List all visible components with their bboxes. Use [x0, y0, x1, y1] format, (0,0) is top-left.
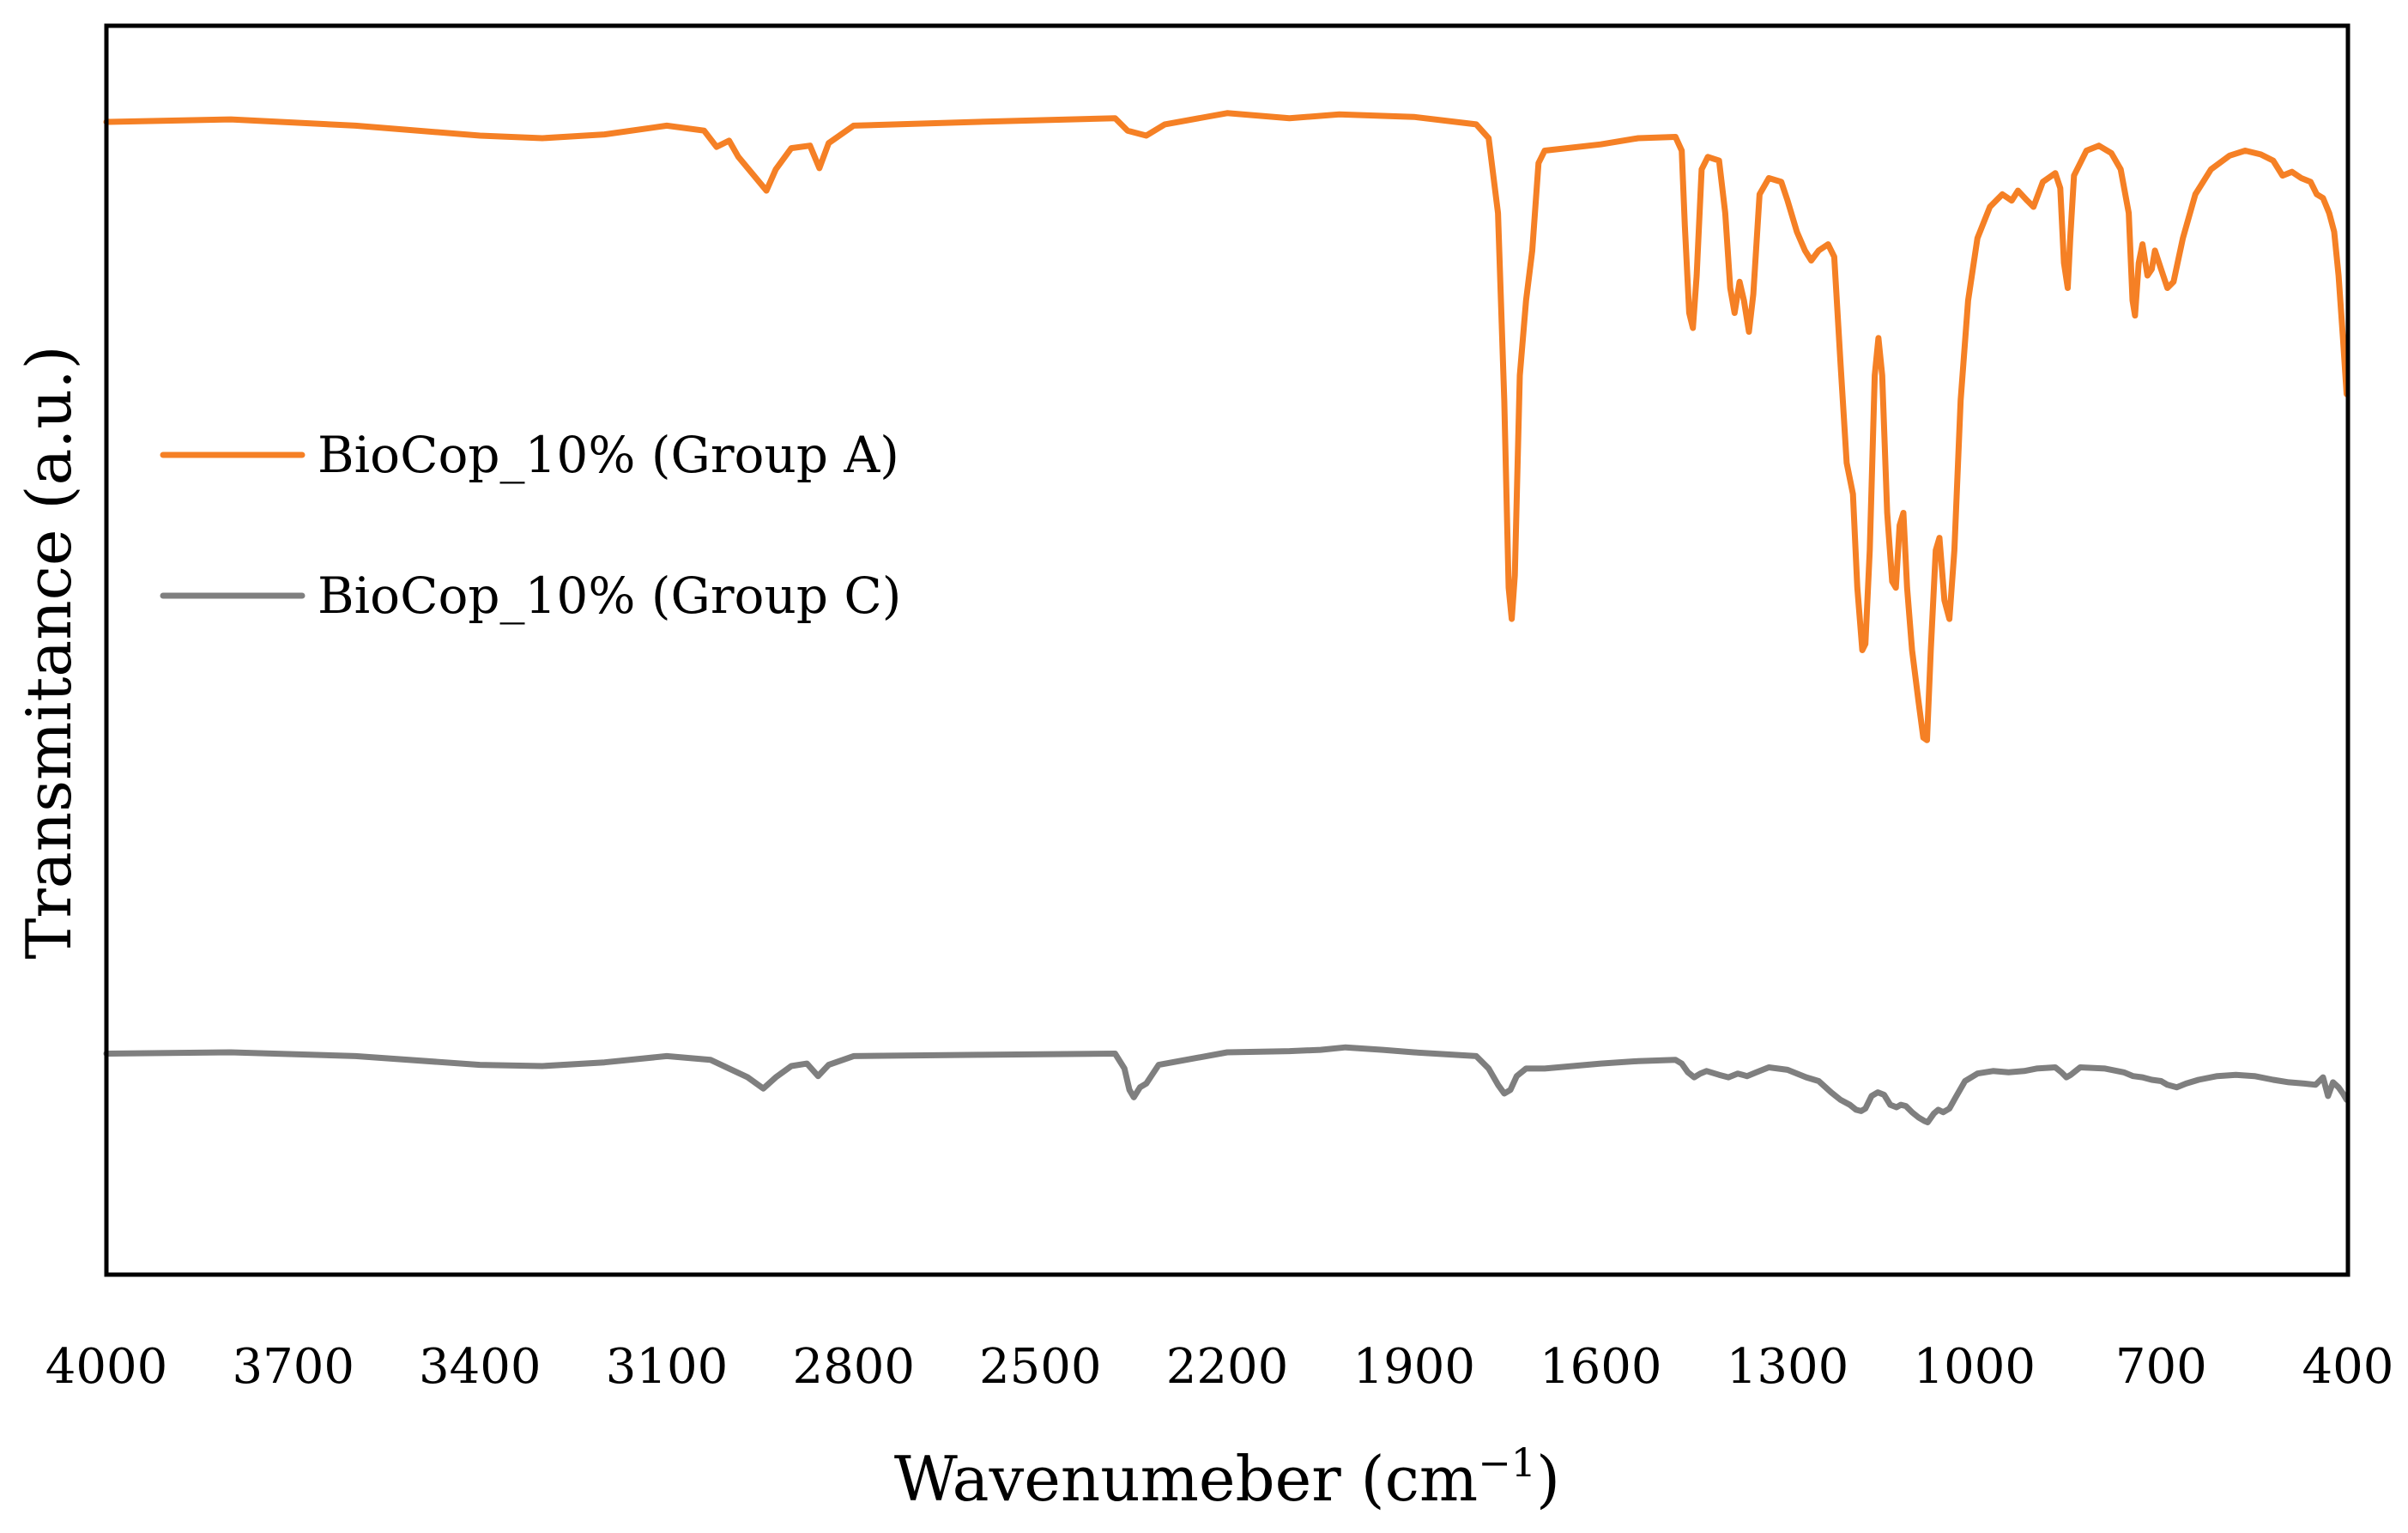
y-axis-title: Transmitance (a.u.) — [13, 345, 85, 959]
x-tick-label-2200: 2200 — [1166, 1339, 1289, 1395]
x-axis-title: Wavenumeber (cm−1) — [894, 1439, 1560, 1515]
x-tick-label-1300: 1300 — [1727, 1339, 1849, 1395]
x-tick-labels: 4000 3700 3400 3100 2800 2500 2200 1900 1600 1300… — [45, 1339, 2394, 1395]
legend-label-group-a: BioCop_10% (Group A) — [318, 426, 899, 484]
x-tick-label-3700: 3700 — [232, 1339, 354, 1395]
x-tick-label-3400: 3400 — [419, 1339, 541, 1395]
x-axis-title-superscript: −1 — [1478, 1439, 1536, 1486]
series-layer — [103, 110, 2350, 1125]
series-line-group-c — [103, 1044, 2350, 1125]
x-tick-label-1000: 1000 — [1913, 1339, 2036, 1395]
legend: BioCop_10% (Group A) BioCop_10% (Group C… — [160, 426, 901, 625]
x-tick-label-2800: 2800 — [792, 1339, 915, 1395]
x-tick-label-700: 700 — [2115, 1339, 2207, 1395]
x-tick-label-400: 400 — [2302, 1339, 2394, 1395]
x-tick-label-4000: 4000 — [45, 1339, 168, 1395]
series-line-group-a — [103, 110, 2350, 743]
x-tick-label-2500: 2500 — [979, 1339, 1102, 1395]
x-tick-label-3100: 3100 — [606, 1339, 729, 1395]
x-tick-label-1600: 1600 — [1540, 1339, 1662, 1395]
x-axis-title-close: ) — [1536, 1443, 1560, 1515]
x-axis-title-main: Wavenumeber (cm — [894, 1443, 1478, 1515]
legend-label-group-c: BioCop_10% (Group C) — [318, 567, 901, 625]
x-tick-label-1900: 1900 — [1352, 1339, 1475, 1395]
plot-frame — [104, 23, 2351, 1277]
